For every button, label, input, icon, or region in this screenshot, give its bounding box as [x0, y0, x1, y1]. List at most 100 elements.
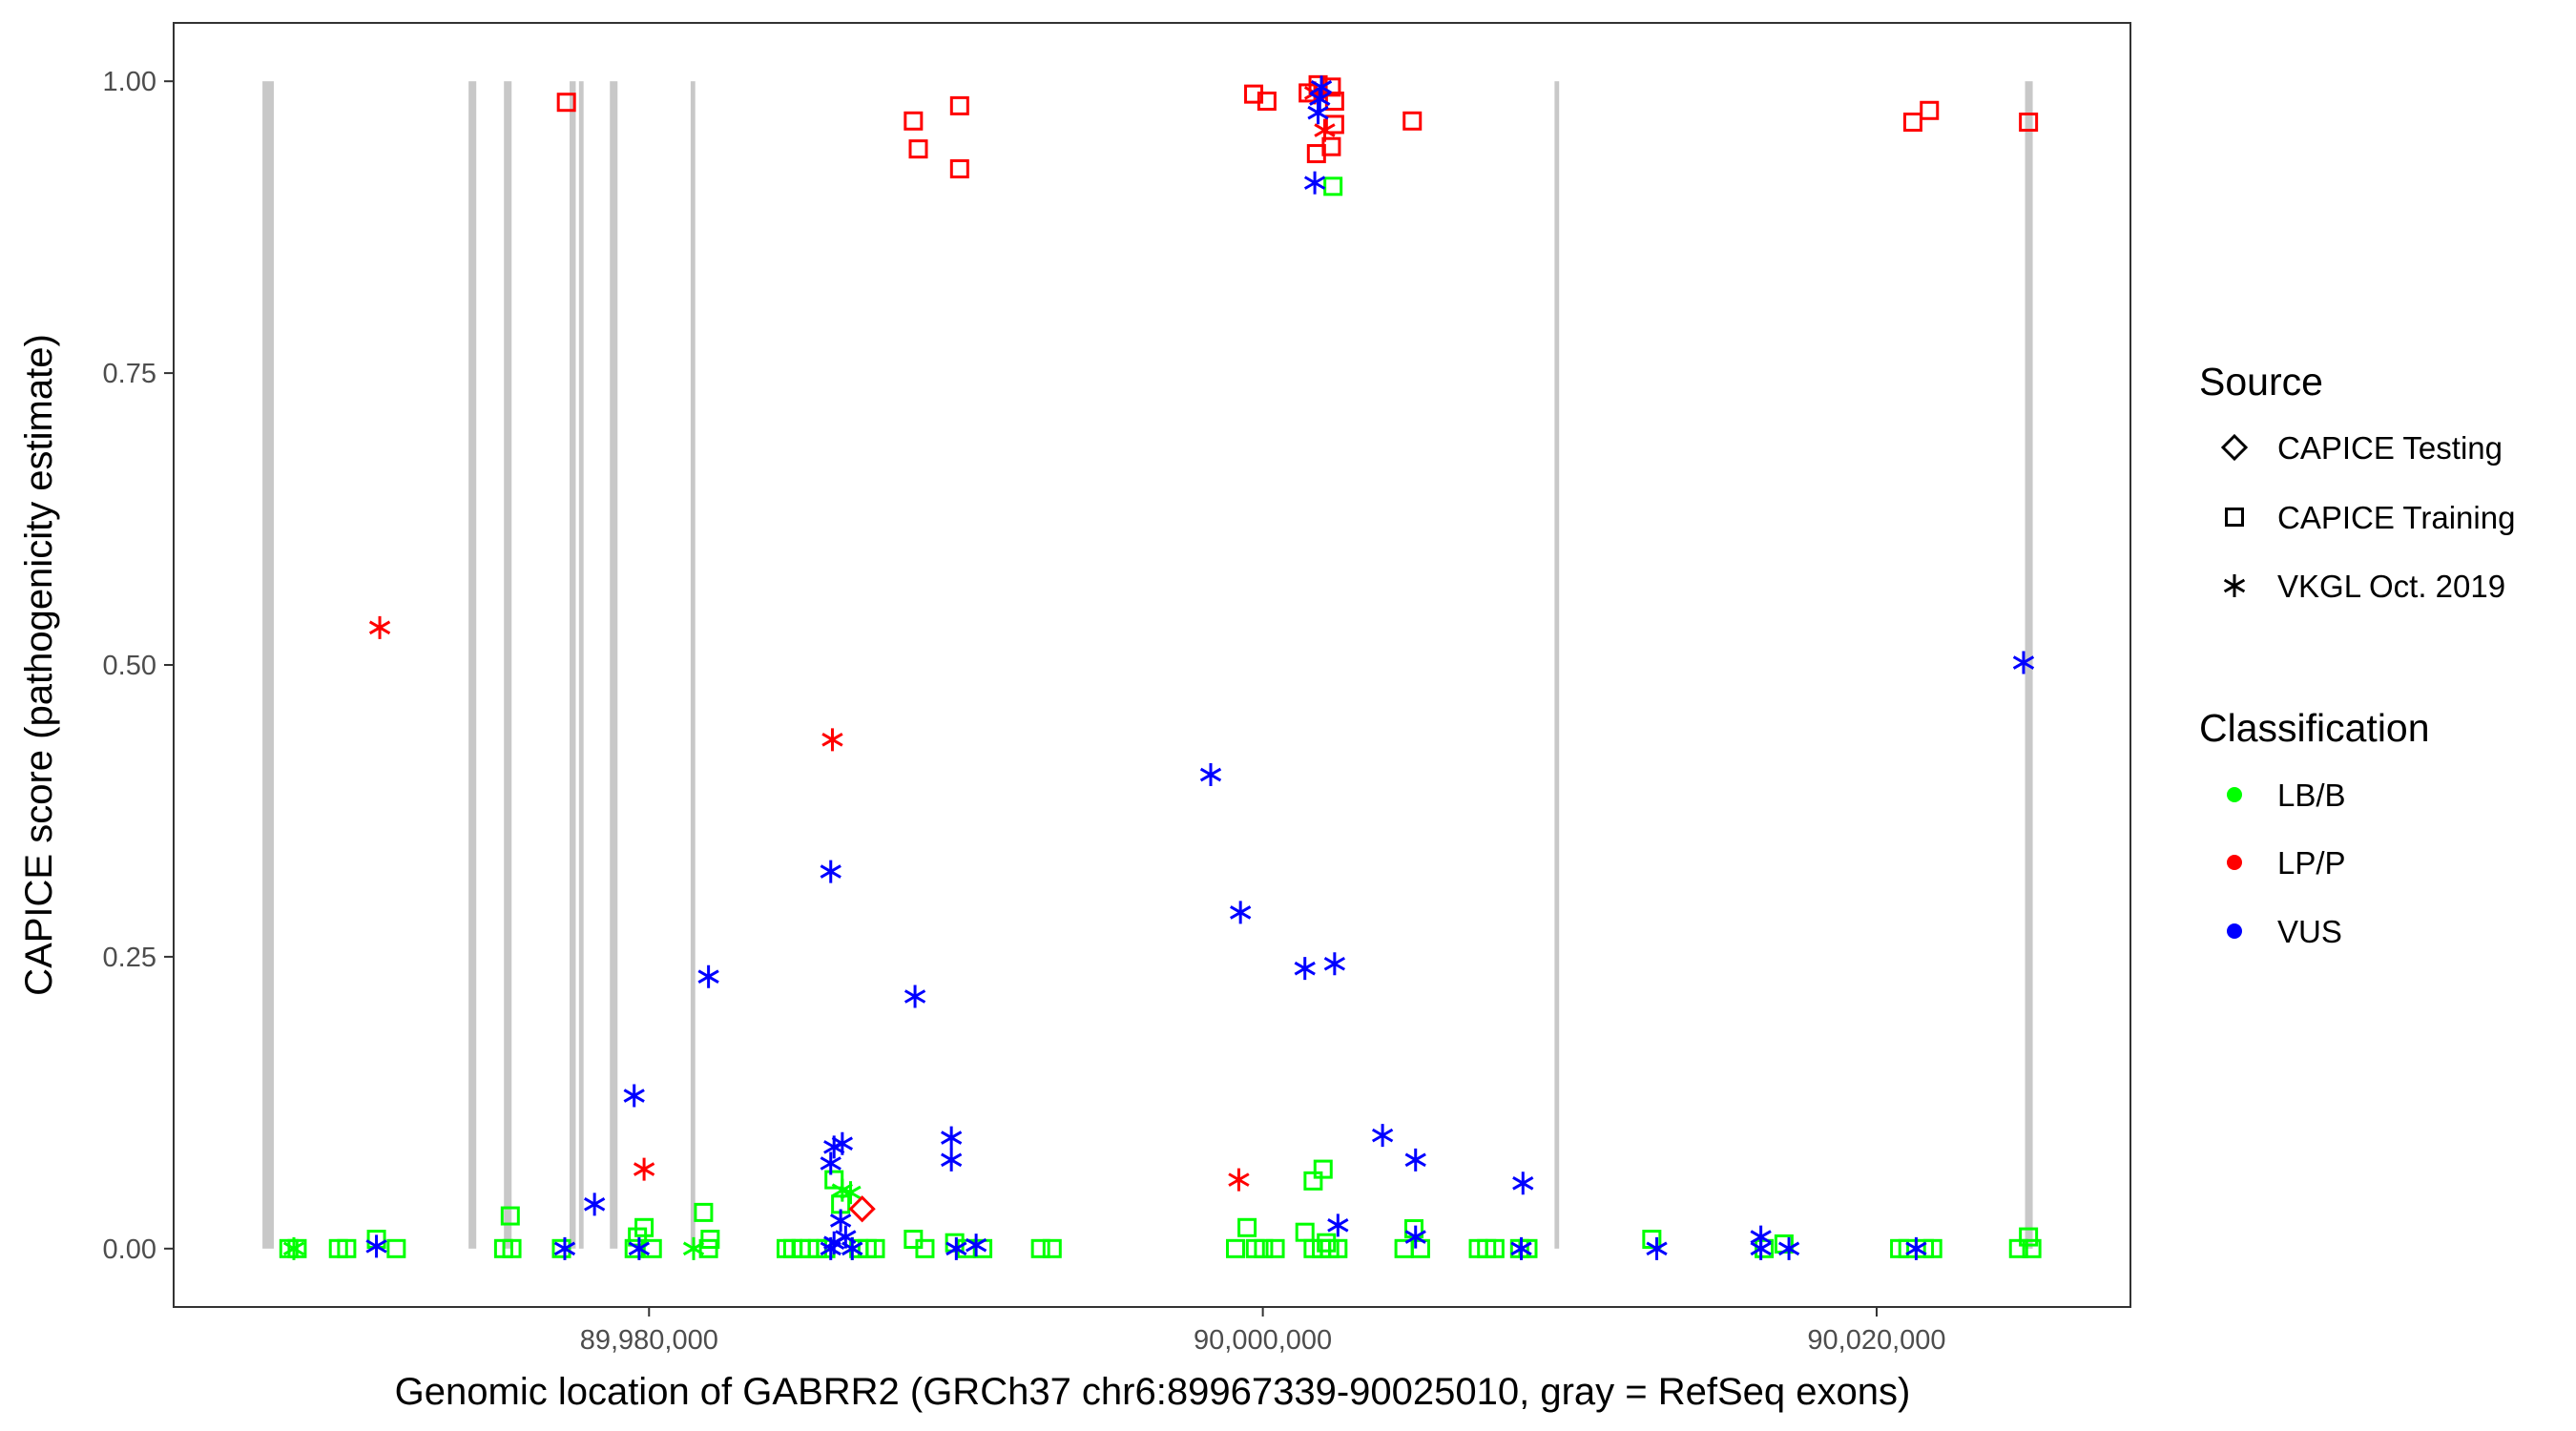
- data-point: [2019, 113, 2039, 133]
- data-point: [1265, 1238, 1285, 1258]
- asterisk-marker: [1307, 101, 1329, 125]
- asterisk-marker: [1310, 75, 1333, 99]
- square-marker: [1323, 176, 1343, 197]
- exon-band: [1554, 81, 1560, 1249]
- data-point: [1323, 952, 1346, 976]
- square-marker: [556, 93, 576, 113]
- data-point: [1485, 1238, 1505, 1258]
- asterisk-marker: [841, 1236, 863, 1260]
- data-point: [1902, 113, 1922, 133]
- asterisk-marker: [829, 1209, 852, 1233]
- data-point: [2019, 1227, 2039, 1247]
- data-point: [1321, 136, 1341, 156]
- square-marker: [624, 1238, 644, 1258]
- asterisk-marker: [1230, 901, 1252, 924]
- square-marker: [2019, 113, 2039, 133]
- legend-class-label: LB/B: [2277, 778, 2346, 813]
- square-marker: [1324, 114, 1344, 135]
- data-point: [1294, 957, 1316, 981]
- asterisk-marker: [1323, 952, 1346, 976]
- asterisk-marker: [368, 615, 391, 639]
- y-axis-title: CAPICE score (pathogenicity estimate): [18, 334, 60, 996]
- asterisk-marker: [1199, 763, 1222, 787]
- data-point: [1404, 1148, 1426, 1172]
- square-marker: [1030, 1238, 1050, 1258]
- legend-source-label: VKGL Oct. 2019: [2277, 569, 2505, 604]
- data-point: [821, 728, 843, 752]
- data-point: [1030, 1238, 1050, 1258]
- data-point: [1310, 75, 1333, 99]
- data-point: [337, 1238, 357, 1258]
- data-point: [1042, 1238, 1062, 1258]
- asterisk-marker: [820, 860, 841, 883]
- data-point: [1755, 1238, 1775, 1258]
- asterisk-marker: [945, 1236, 967, 1260]
- asterisk-marker: [821, 728, 843, 752]
- asterisk-marker: [941, 1148, 963, 1172]
- asterisk-marker: [1404, 1148, 1426, 1172]
- x-tick-label: 89,980,000: [580, 1325, 718, 1356]
- data-point: [1303, 171, 1326, 195]
- data-point: [1404, 1225, 1426, 1249]
- square-marker: [500, 1206, 520, 1226]
- exon-band: [504, 81, 512, 1249]
- data-point: [2012, 651, 2035, 674]
- data-point: [633, 1157, 655, 1181]
- diamond-marker: [2220, 433, 2249, 462]
- data-point: [1750, 1236, 1772, 1260]
- asterisk-marker: [553, 1236, 576, 1260]
- data-point: [1257, 91, 1277, 111]
- data-point: [1228, 1168, 1250, 1192]
- asterisk-marker: [1510, 1236, 1532, 1260]
- asterisk-marker: [1371, 1124, 1394, 1148]
- data-point: [1237, 1217, 1257, 1237]
- data-point: [2022, 1238, 2042, 1258]
- data-point: [848, 1195, 876, 1223]
- data-point: [1230, 901, 1252, 924]
- data-point: [908, 139, 928, 159]
- asterisk-marker: [1327, 1213, 1349, 1237]
- asterisk-marker: [633, 1157, 655, 1181]
- y-tick-label: 0.00: [103, 1234, 156, 1265]
- square-marker: [865, 1238, 885, 1258]
- data-point: [1225, 1238, 1245, 1258]
- data-point: [365, 1234, 387, 1258]
- diamond-marker: [848, 1195, 876, 1223]
- x-axis-title: Genomic location of GABRR2 (GRCh37 chr6:…: [395, 1371, 1911, 1413]
- data-point: [553, 1236, 576, 1260]
- exon-band: [610, 81, 618, 1249]
- asterisk-marker: [1512, 1172, 1534, 1195]
- data-point: [949, 158, 969, 178]
- y-axis: 0.00 0.25 0.50 0.75 1.00: [103, 67, 174, 1265]
- asterisk-marker: [1905, 1236, 1927, 1260]
- data-point: [1510, 1236, 1532, 1260]
- data-point: [634, 1217, 654, 1237]
- data-point: [556, 93, 576, 113]
- square-marker: [1317, 1233, 1337, 1253]
- data-point: [386, 1238, 406, 1258]
- square-marker: [949, 158, 969, 178]
- square-marker: [551, 1238, 571, 1258]
- square-marker: [1313, 1159, 1333, 1179]
- square-marker: [1920, 100, 1940, 120]
- data-point: [1920, 100, 1940, 120]
- legend-class-title: Classification: [2199, 706, 2430, 750]
- square-marker: [1328, 1238, 1348, 1258]
- asterisk-marker: [1646, 1236, 1668, 1260]
- data-point: [1317, 1233, 1337, 1253]
- asterisk-marker: [584, 1192, 606, 1216]
- asterisk-marker: [941, 1126, 963, 1150]
- square-marker: [2022, 1238, 2042, 1258]
- square-marker: [2019, 1227, 2039, 1247]
- legend-class-label: LP/P: [2277, 845, 2346, 881]
- square-marker: [1225, 1238, 1245, 1258]
- data-point: [1199, 763, 1222, 787]
- data-point: [941, 1148, 963, 1172]
- square-marker: [1237, 1217, 1257, 1237]
- square-marker: [1922, 1238, 1942, 1258]
- data-point: [915, 1238, 935, 1258]
- data-point: [841, 1236, 863, 1260]
- square-marker: [1257, 91, 1277, 111]
- square-marker: [694, 1202, 714, 1222]
